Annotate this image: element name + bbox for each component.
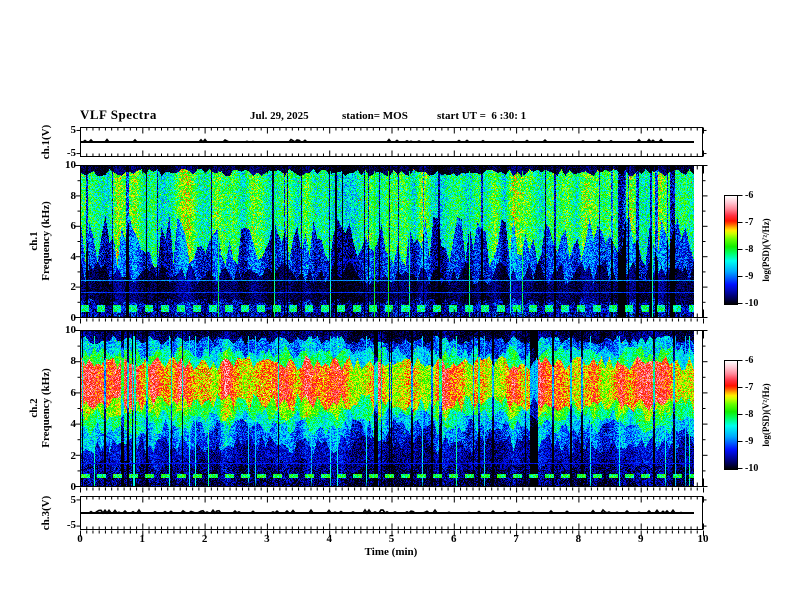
ch1-wave-ytick-5: 5 bbox=[70, 124, 77, 136]
x-tick-label-4: 4 bbox=[326, 533, 332, 545]
freq-tick-label-ch2-8: 8 bbox=[70, 355, 77, 368]
x-tick-label-5: 5 bbox=[388, 533, 395, 545]
freq-tick-label-ch2-10: 10 bbox=[65, 324, 76, 336]
x-tick-label-6: 6 bbox=[451, 533, 457, 545]
ch1-spectrogram-image bbox=[81, 166, 694, 317]
freq-tick-label-ch1-10: 10 bbox=[65, 159, 76, 171]
date-label: Jul. 29, 2025 bbox=[250, 110, 309, 122]
cbar1-tick-label--8: -8 bbox=[745, 244, 754, 255]
cbar1-tick-label--6: -6 bbox=[745, 190, 754, 201]
cbar2-tick-label--9: -9 bbox=[745, 436, 754, 447]
ch1-voltage-axis-title: ch.1(V) bbox=[40, 124, 52, 160]
freq-tick-label-ch2-0: 0 bbox=[70, 481, 77, 493]
x-tick-label-8: 8 bbox=[575, 533, 582, 545]
ch3-wave-ytick-5: 5 bbox=[70, 494, 77, 506]
freq-tick-label-ch2-6: 6 bbox=[70, 386, 77, 399]
ch1-signal-line bbox=[81, 138, 693, 144]
x-tick-label-10: 10 bbox=[697, 533, 709, 545]
x-tick-label-3: 3 bbox=[264, 533, 270, 545]
x-tick-label-2: 2 bbox=[201, 533, 208, 545]
figure-title: VLF Spectra bbox=[80, 107, 157, 122]
x-tick-label-9: 9 bbox=[637, 533, 644, 545]
start-ut-label: start UT = 6 :30: 1 bbox=[437, 110, 527, 122]
station-label: station= MOS bbox=[342, 110, 408, 122]
ch3-wave-frame bbox=[80, 496, 703, 530]
ch1-wave-ytick-minus5: -5 bbox=[66, 147, 76, 159]
cbar1-tick-label--9: -9 bbox=[745, 271, 754, 282]
cbar2-tick-label--7: -7 bbox=[745, 382, 754, 393]
ch3-voltage-axis-title: ch.3(V) bbox=[40, 495, 52, 531]
cbar1-tick-label--10: -10 bbox=[745, 298, 759, 309]
cbar2-tick-label--8: -8 bbox=[745, 409, 754, 420]
freq-tick-label-ch1-4: 4 bbox=[70, 250, 77, 263]
ch2-colorbar bbox=[724, 360, 738, 470]
x-tick-label-1: 1 bbox=[139, 533, 146, 545]
ch3-wave-ytick-minus5: -5 bbox=[66, 519, 76, 531]
ch1-frequency-axis-title: ch.1 Frequency (kHz) bbox=[28, 201, 52, 281]
cbar1-tick-label--7: -7 bbox=[745, 217, 754, 228]
freq-tick-label-ch2-4: 4 bbox=[70, 418, 77, 431]
ch2-frequency-axis-title: ch.2 Frequency (kHz) bbox=[28, 368, 52, 448]
time-axis-title: Time (min) bbox=[364, 546, 418, 558]
cbar2-tick-label--10: -10 bbox=[745, 463, 759, 474]
ch3-signal-line bbox=[81, 508, 693, 515]
freq-tick-label-ch1-0: 0 bbox=[70, 312, 77, 324]
x-tick-label-0: 0 bbox=[77, 533, 83, 545]
ch1-colorbar bbox=[724, 195, 738, 305]
freq-tick-label-ch2-2: 2 bbox=[70, 449, 77, 462]
ch2-spectrogram-image bbox=[81, 331, 694, 486]
freq-tick-label-ch1-8: 8 bbox=[70, 189, 77, 202]
freq-tick-label-ch1-6: 6 bbox=[70, 220, 77, 233]
ch1-wave-frame bbox=[80, 127, 703, 157]
cbar2-tick-label--6: -6 bbox=[745, 355, 754, 366]
x-tick-label-7: 7 bbox=[513, 533, 519, 545]
freq-tick-label-ch1-2: 2 bbox=[70, 281, 77, 294]
